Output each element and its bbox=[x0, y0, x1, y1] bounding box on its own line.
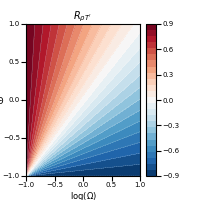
X-axis label: log($\Omega$): log($\Omega$) bbox=[70, 190, 96, 200]
Title: $R_{\rho T^{\prime}}$: $R_{\rho T^{\prime}}$ bbox=[73, 10, 93, 24]
Y-axis label: $\Theta$: $\Theta$ bbox=[0, 95, 4, 106]
